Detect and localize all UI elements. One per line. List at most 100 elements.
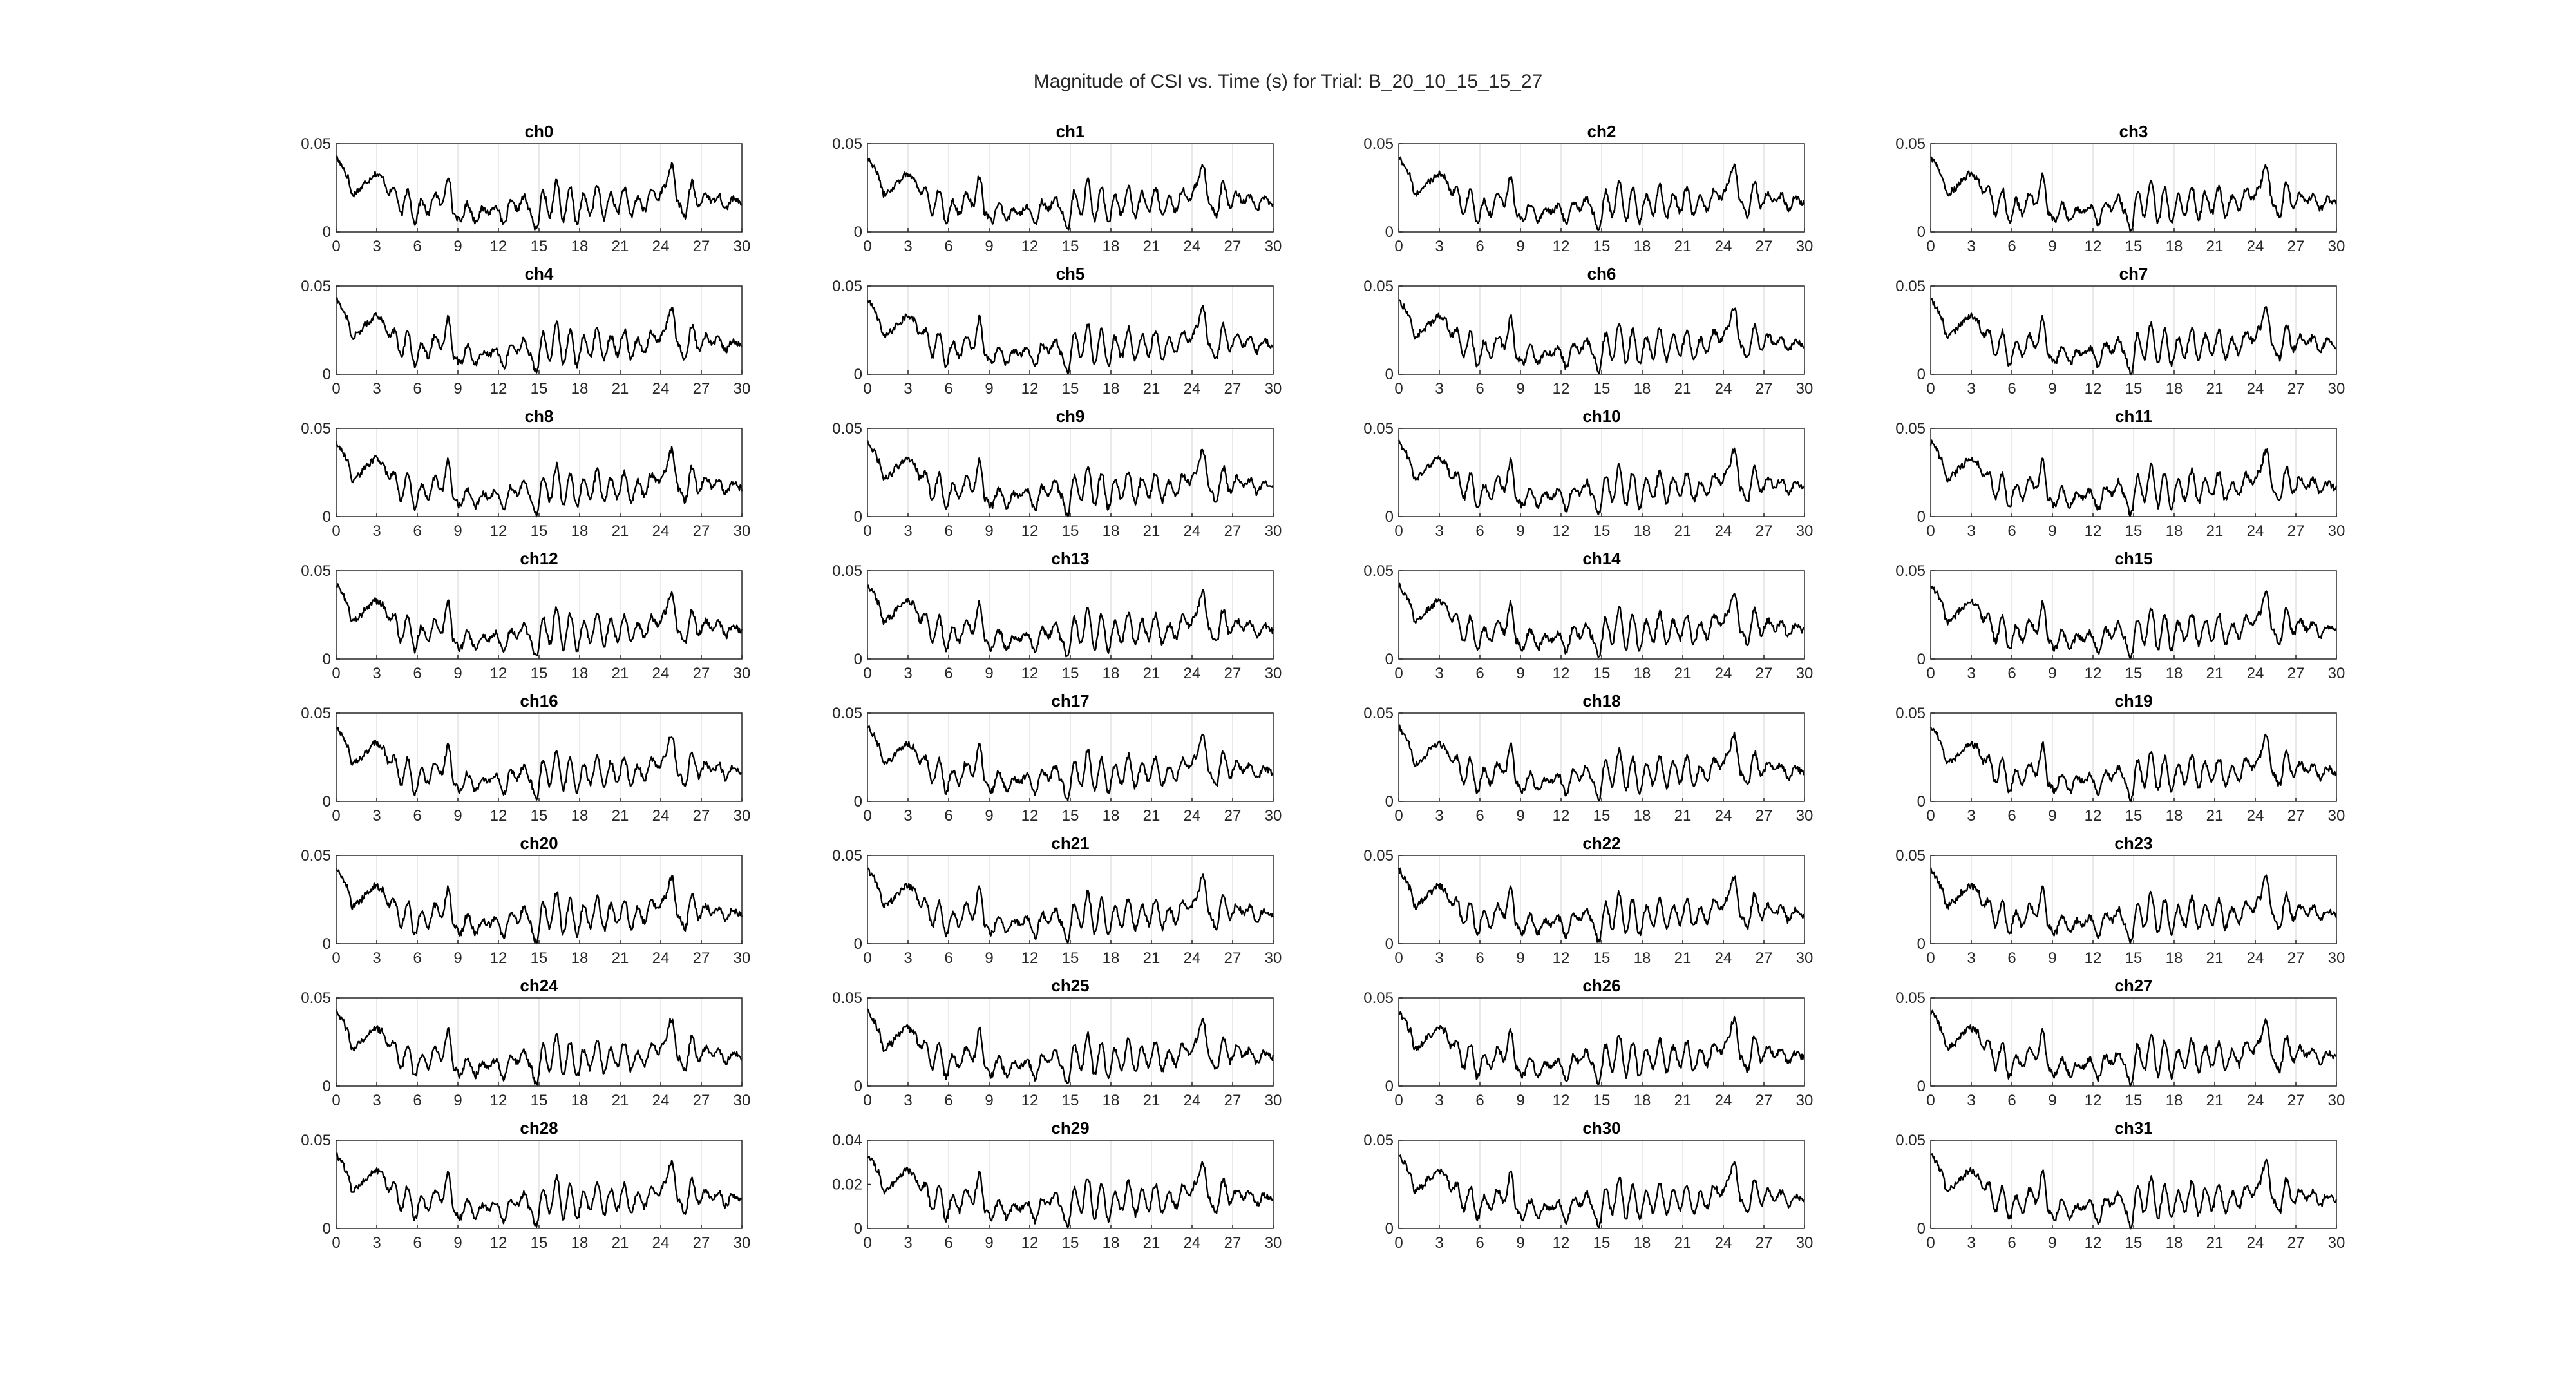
x-tick-label: 27	[1756, 522, 1773, 540]
subplot-ch19: 0 3 6 9 12 15 18 21 24 27 30 0 0.05 ch19	[1895, 691, 2345, 825]
y-tick-label: 0.05	[1895, 1132, 1926, 1149]
x-tick-label: 0	[1926, 665, 1935, 682]
x-tick-label: 27	[2287, 950, 2305, 967]
subplot-ch21: 0 3 6 9 12 15 18 21 24 27 30 0 0.05 ch21	[832, 834, 1282, 967]
x-tick-label: 6	[413, 238, 421, 255]
subplot-title: ch11	[2115, 406, 2152, 426]
x-tick-label: 3	[904, 950, 912, 967]
subplot-title: ch14	[1582, 549, 1621, 568]
x-tick-label: 24	[2247, 665, 2264, 682]
y-tick-label: 0	[1917, 366, 1926, 383]
series-line-ch17	[867, 725, 1274, 801]
x-tick-label: 0	[863, 1092, 871, 1109]
x-tick-label: 6	[1475, 380, 1484, 397]
x-tick-label: 6	[1475, 522, 1484, 540]
x-tick-label: 9	[1516, 238, 1524, 255]
x-tick-label: 18	[1634, 1092, 1651, 1109]
x-tick-label: 0	[1926, 1234, 1935, 1252]
x-tick-label: 6	[2007, 238, 2016, 255]
x-tick-label: 9	[1516, 1234, 1524, 1252]
x-tick-label: 15	[531, 807, 548, 825]
x-tick-label: 6	[1475, 1234, 1484, 1252]
x-tick-label: 18	[571, 238, 589, 255]
y-tick-label: 0.05	[301, 420, 331, 437]
x-tick-label: 9	[453, 522, 462, 540]
x-tick-label: 12	[2085, 807, 2102, 825]
subplot-title: ch0	[525, 122, 554, 141]
x-tick-label: 9	[453, 1234, 462, 1252]
x-tick-label: 15	[531, 522, 548, 540]
x-tick-label: 12	[1021, 1092, 1039, 1109]
x-tick-label: 24	[2247, 807, 2264, 825]
x-tick-label: 27	[2287, 807, 2305, 825]
y-tick-label: 0.05	[301, 562, 331, 580]
x-tick-label: 27	[2287, 665, 2305, 682]
series-line-ch21	[867, 867, 1274, 945]
subplot-title: ch23	[2114, 834, 2152, 853]
x-tick-label: 0	[1926, 1092, 1935, 1109]
x-tick-label: 15	[1593, 950, 1611, 967]
subplot-ch5: 0 3 6 9 12 15 18 21 24 27 30 0 0.05 ch5	[832, 264, 1282, 397]
x-tick-label: 6	[944, 380, 952, 397]
series-line-ch3	[1930, 156, 2338, 233]
x-tick-label: 21	[1143, 380, 1160, 397]
series-line-ch14	[1397, 582, 1806, 658]
subplot-ch1: 0 3 6 9 12 15 18 21 24 27 30 0 0.05 ch1	[832, 122, 1282, 255]
series-line-ch24	[335, 1009, 743, 1086]
x-tick-label: 9	[985, 665, 993, 682]
x-tick-label: 0	[1926, 238, 1935, 255]
x-tick-label: 21	[2206, 1234, 2224, 1252]
subplot-ch17: 0 3 6 9 12 15 18 21 24 27 30 0 0.05 ch17	[832, 691, 1282, 825]
x-tick-label: 27	[2287, 238, 2305, 255]
x-tick-label: 6	[2007, 1234, 2016, 1252]
x-tick-label: 18	[1103, 380, 1120, 397]
y-tick-label: 0	[854, 651, 862, 668]
series-line-ch7	[1930, 298, 2337, 376]
subplot-title: ch29	[1051, 1118, 1089, 1138]
subplot-ch20: 0 3 6 9 12 15 18 21 24 27 30 0 0.05 ch20	[301, 834, 750, 967]
series-line-ch12	[336, 583, 743, 656]
subplot-title: ch13	[1051, 549, 1089, 568]
x-tick-label: 30	[1265, 522, 1282, 540]
x-tick-label: 24	[652, 522, 670, 540]
x-tick-label: 6	[413, 1092, 421, 1109]
x-tick-label: 9	[453, 1092, 462, 1109]
x-tick-label: 0	[1394, 380, 1403, 397]
x-tick-label: 30	[734, 950, 751, 967]
x-tick-label: 18	[1634, 950, 1651, 967]
y-tick-label: 0.05	[1363, 562, 1394, 580]
x-tick-label: 0	[1394, 950, 1403, 967]
subplot-title: ch31	[2114, 1118, 2152, 1138]
x-tick-label: 24	[652, 807, 670, 825]
series-line-ch23	[1929, 867, 2338, 944]
x-tick-label: 27	[1224, 380, 1242, 397]
x-tick-label: 24	[652, 1234, 670, 1252]
x-tick-label: 21	[1143, 1234, 1160, 1252]
x-tick-label: 12	[1553, 807, 1570, 825]
series-line-ch6	[1397, 298, 1805, 375]
x-tick-label: 18	[1103, 1092, 1120, 1109]
x-tick-label: 18	[1634, 522, 1651, 540]
x-tick-label: 3	[1435, 665, 1443, 682]
subplot-title: ch26	[1582, 976, 1620, 995]
x-tick-label: 30	[1796, 238, 1814, 255]
subplot-title: ch9	[1056, 406, 1085, 426]
x-tick-label: 9	[2048, 950, 2056, 967]
y-tick-label: 0	[323, 508, 331, 526]
y-tick-label: 0.05	[832, 278, 862, 295]
x-tick-label: 0	[1394, 238, 1403, 255]
x-tick-label: 27	[1224, 950, 1242, 967]
x-tick-label: 15	[531, 1234, 548, 1252]
subplot-title: ch2	[1587, 122, 1616, 141]
x-tick-label: 6	[1475, 665, 1484, 682]
subplot-title: ch16	[520, 691, 558, 711]
x-tick-label: 9	[1516, 1092, 1524, 1109]
y-tick-label: 0.04	[832, 1132, 862, 1149]
series-line-ch25	[867, 1008, 1274, 1084]
x-tick-label: 12	[1021, 380, 1039, 397]
subplot-ch6: 0 3 6 9 12 15 18 21 24 27 30 0 0.05 ch6	[1363, 264, 1813, 397]
series-line-ch5	[866, 299, 1274, 374]
x-tick-label: 3	[1967, 380, 1975, 397]
x-tick-label: 15	[1062, 1234, 1079, 1252]
x-tick-label: 3	[1967, 238, 1975, 255]
